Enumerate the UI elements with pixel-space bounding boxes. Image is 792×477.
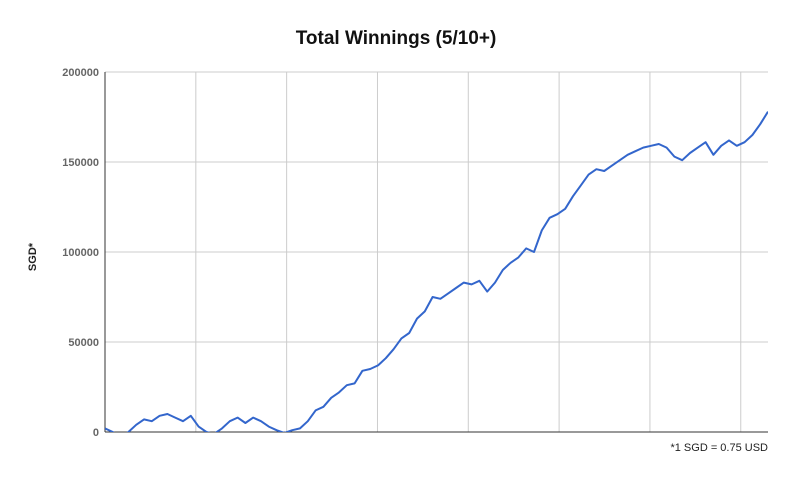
series-line-0 [105,111,768,432]
y-tick-label: 50000 [68,337,99,349]
y-tick-label: 200000 [62,67,99,79]
axes: 0 50000 100000 150000 200000 [62,67,768,439]
y-axis-label: SGD* [27,242,39,271]
y-tick-label: 100000 [62,247,99,259]
y-tick-label: 0 [93,427,99,439]
footnote: *1 SGD = 0.75 USD [670,442,768,454]
grid [105,71,768,432]
y-tick-label: 150000 [62,157,99,169]
chart-title: Total Winnings (5/10+) [296,28,497,49]
series-layer [105,111,768,432]
